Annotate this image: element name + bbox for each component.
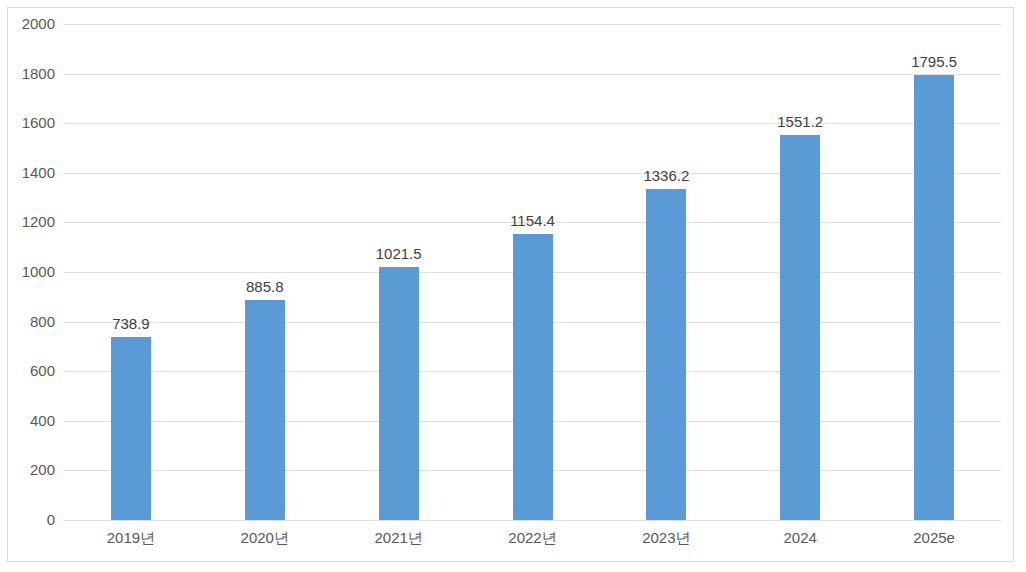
bar: [513, 234, 553, 520]
bar: [780, 135, 820, 520]
bar-column: 1795.5: [867, 24, 1001, 520]
x-axis-category-label: 2024: [733, 520, 867, 546]
bar-column: 1021.5: [332, 24, 466, 520]
x-axis-labels: 2019년2020년2021년2022년2023년20242025e: [64, 520, 1001, 546]
bar-data-label: 1021.5: [376, 245, 422, 262]
bar-data-label: 1795.5: [911, 53, 957, 70]
y-axis-tick-label: 400: [30, 413, 55, 429]
bar-column: 1154.4: [466, 24, 600, 520]
bar-column: 1551.2: [733, 24, 867, 520]
x-axis-category-label: 2025e: [867, 520, 1001, 546]
bar-data-label: 1551.2: [777, 113, 823, 130]
bar: [646, 189, 686, 520]
bar: [111, 337, 151, 520]
bar-data-label: 1336.2: [643, 167, 689, 184]
y-axis-tick-label: 600: [30, 363, 55, 379]
y-axis-tick-label: 1800: [22, 66, 55, 82]
bar-data-label: 885.8: [246, 278, 284, 295]
y-axis-tick-label: 200: [30, 462, 55, 478]
plot-area: 0200400600800100012001400160018002000 73…: [64, 24, 1001, 520]
y-axis-tick-label: 1600: [22, 115, 55, 131]
bar-column: 885.8: [198, 24, 332, 520]
y-axis-tick-label: 1400: [22, 165, 55, 181]
y-axis-tick-label: 1200: [22, 214, 55, 230]
bars-row: 738.9 885.8 1021.5 1154.4 1336.2 1551.2 1795.5: [64, 24, 1001, 520]
x-axis-category-label: 2020년: [198, 520, 332, 546]
y-axis-tick-label: 800: [30, 314, 55, 330]
bar-data-label: 1154.4: [510, 212, 555, 229]
y-axis-tick-label: 2000: [22, 16, 55, 32]
x-axis-category-label: 2023년: [599, 520, 733, 546]
bar: [379, 267, 419, 520]
bar: [245, 300, 285, 520]
bar-chart: 0 200 400 600 800 1000 1200 1400 1600 1800 2000 73…: [0, 0, 1026, 572]
bar: [914, 75, 954, 520]
y-axis-tick-label: 0: [47, 512, 55, 528]
x-axis-category-label: 2022년: [466, 520, 600, 546]
x-axis-category-label: 2019년: [64, 520, 198, 546]
bar-column: 1336.2: [599, 24, 733, 520]
bar-column: 738.9: [64, 24, 198, 520]
x-axis-category-label: 2021년: [332, 520, 466, 546]
y-axis-tick-label: 1000: [22, 264, 55, 280]
bar-data-label: 738.9: [112, 315, 150, 332]
